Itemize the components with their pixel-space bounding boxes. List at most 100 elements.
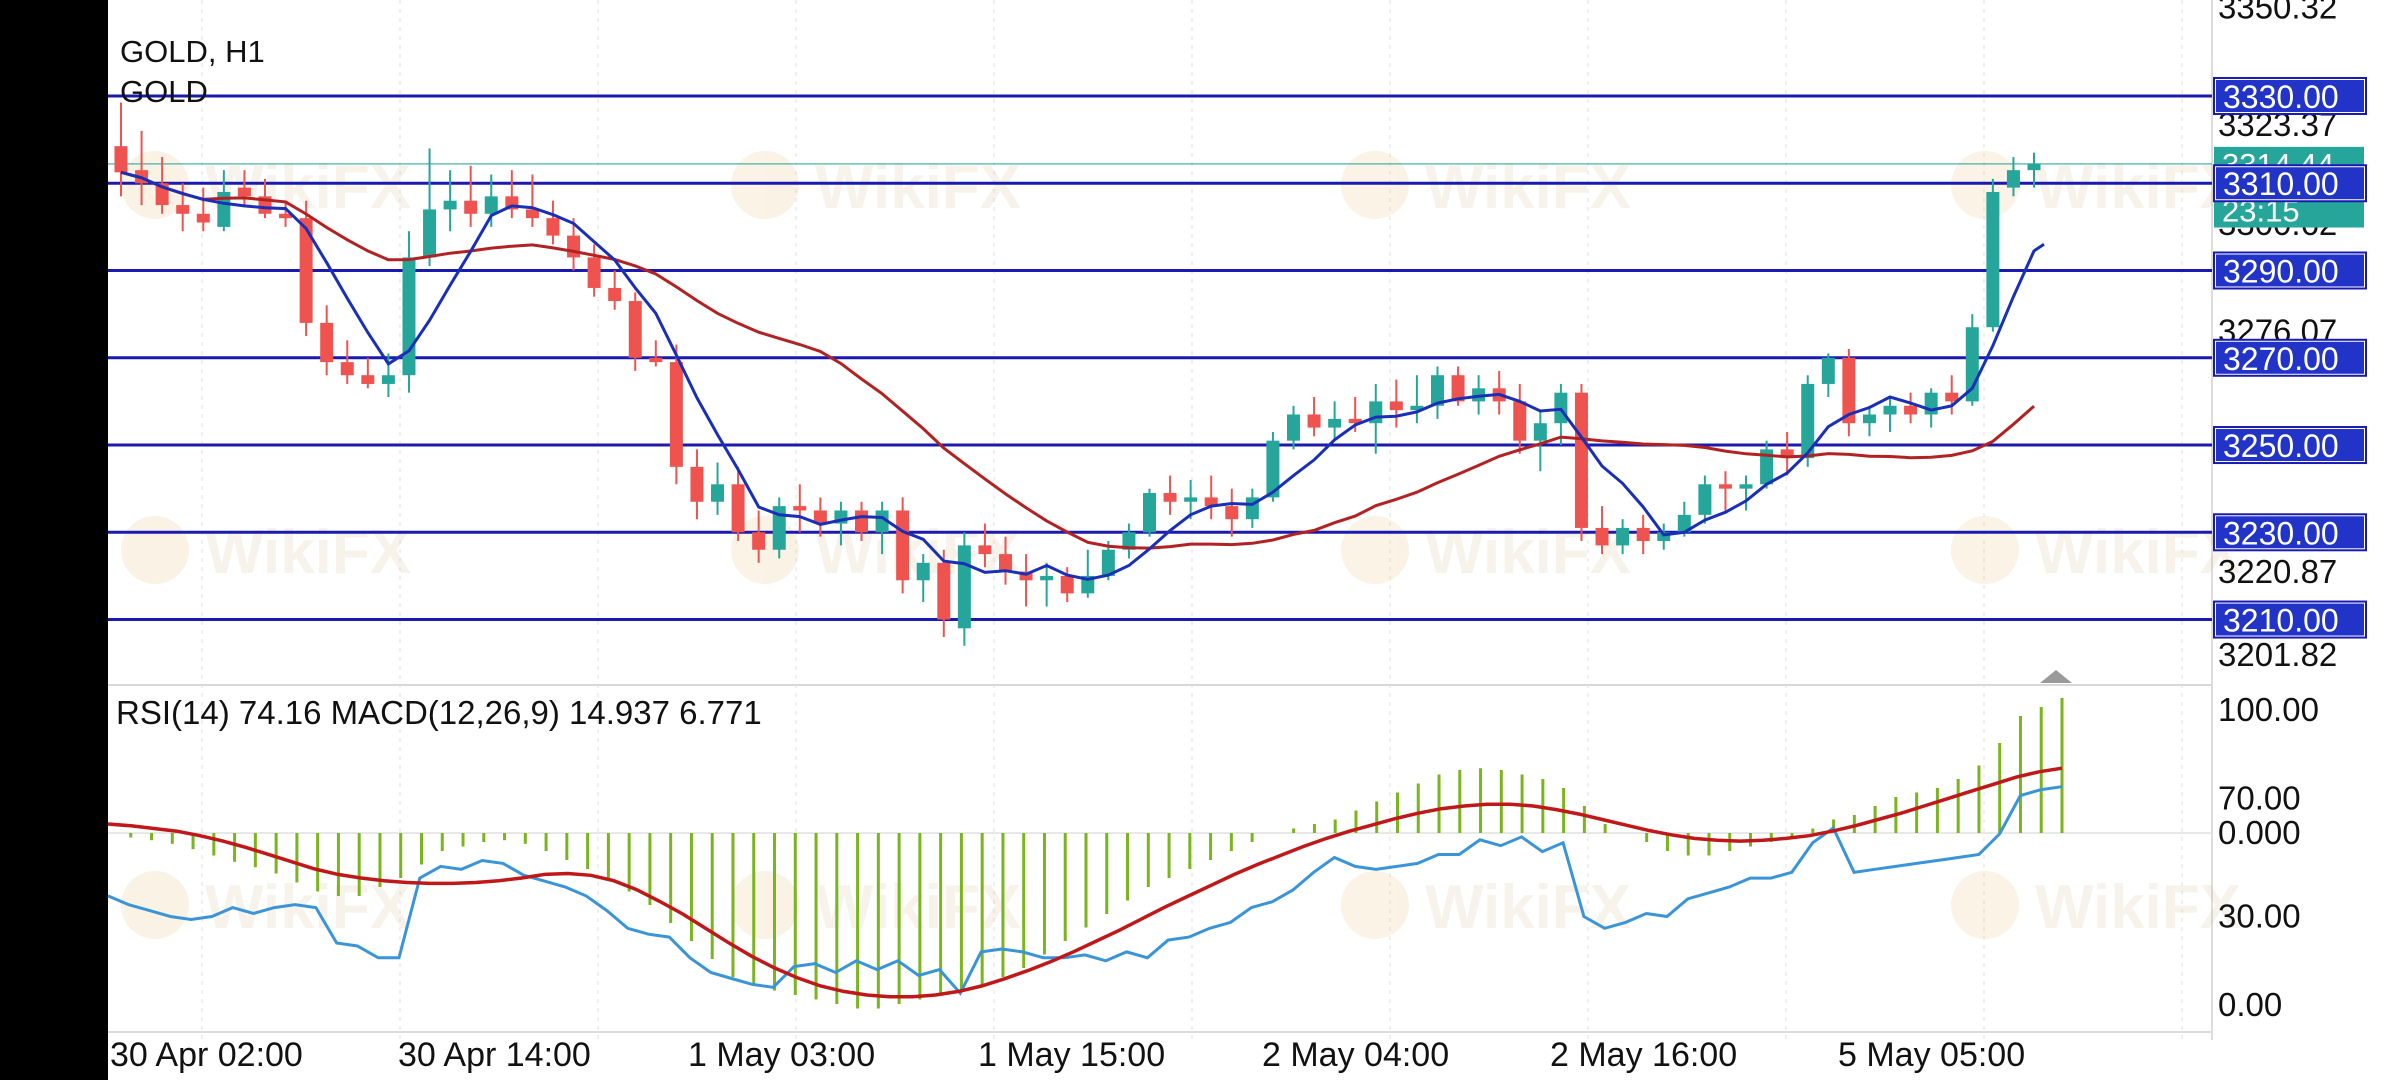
candle[interactable] (546, 200, 560, 245)
level-labels[interactable]: 3330.00 3310.00 3290.00 3270.00 3250.00 3230.… (2213, 76, 2367, 639)
indicator-pane[interactable] (107, 698, 2212, 1009)
candle[interactable] (587, 244, 601, 297)
candle[interactable] (628, 292, 642, 371)
candle[interactable] (937, 549, 951, 638)
candle[interactable] (340, 340, 354, 384)
candle[interactable] (423, 148, 437, 267)
candle[interactable] (217, 170, 231, 232)
pane-resize-handle-icon[interactable] (2040, 670, 2072, 683)
candle-body (320, 322, 334, 363)
candle[interactable] (1986, 178, 2000, 332)
candle[interactable] (1430, 366, 1444, 419)
candle-body (1883, 405, 1897, 415)
candle[interactable] (752, 510, 766, 563)
candle[interactable] (1184, 479, 1198, 520)
candle[interactable] (1842, 349, 1856, 437)
candle[interactable] (381, 353, 395, 398)
candle[interactable] (1040, 562, 1054, 607)
candle[interactable] (1163, 475, 1177, 515)
candle-body (1348, 418, 1362, 424)
candle[interactable] (793, 484, 807, 533)
indicator-tick-label: 0.00 (2218, 986, 2282, 1023)
candle[interactable] (916, 554, 930, 603)
candle[interactable] (525, 174, 539, 227)
time-tick-label: 1 May 15:00 (978, 1036, 1165, 1074)
candle[interactable] (2027, 152, 2041, 188)
candle[interactable] (114, 102, 128, 197)
candle-body (1184, 497, 1198, 502)
candle[interactable] (772, 497, 786, 559)
candle[interactable] (999, 536, 1013, 585)
candle[interactable] (176, 183, 190, 232)
time-tick-label: 2 May 16:00 (1550, 1036, 1737, 1074)
watermark: WikiFX (1951, 871, 2241, 942)
candle[interactable] (1821, 353, 1835, 398)
candle[interactable] (1204, 475, 1218, 520)
candle[interactable] (1081, 549, 1095, 598)
candle[interactable] (279, 200, 293, 227)
candle[interactable] (1904, 392, 1918, 424)
watermark-text: WikiFX (815, 873, 1021, 942)
candle[interactable] (669, 344, 683, 485)
candle[interactable] (649, 340, 663, 367)
candle[interactable] (1513, 383, 1527, 454)
horizontal-levels[interactable] (108, 94, 2212, 622)
candle[interactable] (978, 523, 992, 568)
watermark-logo-icon (731, 871, 799, 939)
candle-body (196, 213, 210, 223)
candle[interactable] (1533, 410, 1547, 472)
candle[interactable] (1616, 519, 1630, 555)
candle[interactable] (690, 449, 704, 520)
candle[interactable] (1636, 514, 1650, 555)
candle[interactable] (1780, 431, 1794, 476)
candle[interactable] (1410, 375, 1424, 424)
candle[interactable] (1574, 383, 1588, 542)
candle[interactable] (464, 165, 478, 227)
candle[interactable] (813, 497, 827, 537)
watermark-logo-icon (1951, 871, 2019, 939)
candle[interactable] (1307, 397, 1321, 437)
moving-averages (120, 170, 2045, 581)
candle[interactable] (1595, 506, 1609, 555)
candle[interactable] (1019, 554, 1033, 607)
candle[interactable] (1225, 488, 1239, 537)
candle[interactable] (1883, 397, 1897, 432)
candle-body (1842, 357, 1856, 424)
candle[interactable] (711, 462, 725, 515)
candle[interactable] (1657, 523, 1671, 550)
candle-body (1760, 449, 1774, 485)
watermark: WikiFX (1951, 516, 2241, 587)
candle[interactable] (1266, 431, 1280, 502)
candle[interactable] (1862, 405, 1876, 437)
candle[interactable] (1760, 440, 1774, 489)
indicator-tick-label: 70.00 (2218, 780, 2301, 817)
candle[interactable] (1739, 475, 1753, 511)
candle[interactable] (1718, 471, 1732, 511)
candle[interactable] (299, 200, 313, 336)
candle-body (1143, 493, 1156, 533)
candle[interactable] (443, 170, 457, 232)
candle[interactable] (896, 497, 910, 594)
watermark-text: WikiFX (1425, 873, 1631, 942)
candle[interactable] (1698, 475, 1712, 524)
time-tick-label: 30 Apr 02:00 (110, 1036, 303, 1074)
candle-body (1739, 484, 1753, 489)
candle[interactable] (2006, 157, 2020, 197)
level-label-fill (2216, 341, 2364, 374)
candle-body (937, 562, 951, 620)
candle[interactable] (1389, 379, 1403, 428)
candle[interactable] (1286, 405, 1300, 450)
candle[interactable] (320, 305, 334, 376)
candle[interactable] (1945, 375, 1959, 415)
candle[interactable] (731, 466, 745, 542)
candle[interactable] (608, 270, 622, 310)
candle[interactable] (1328, 401, 1342, 441)
time-tick-label: 1 May 03:00 (688, 1036, 875, 1074)
candle[interactable] (1143, 488, 1156, 537)
candle[interactable] (196, 187, 210, 232)
candle[interactable] (1060, 567, 1074, 603)
candle[interactable] (361, 357, 375, 389)
candle[interactable] (1122, 523, 1136, 559)
candle-body (1225, 506, 1239, 520)
